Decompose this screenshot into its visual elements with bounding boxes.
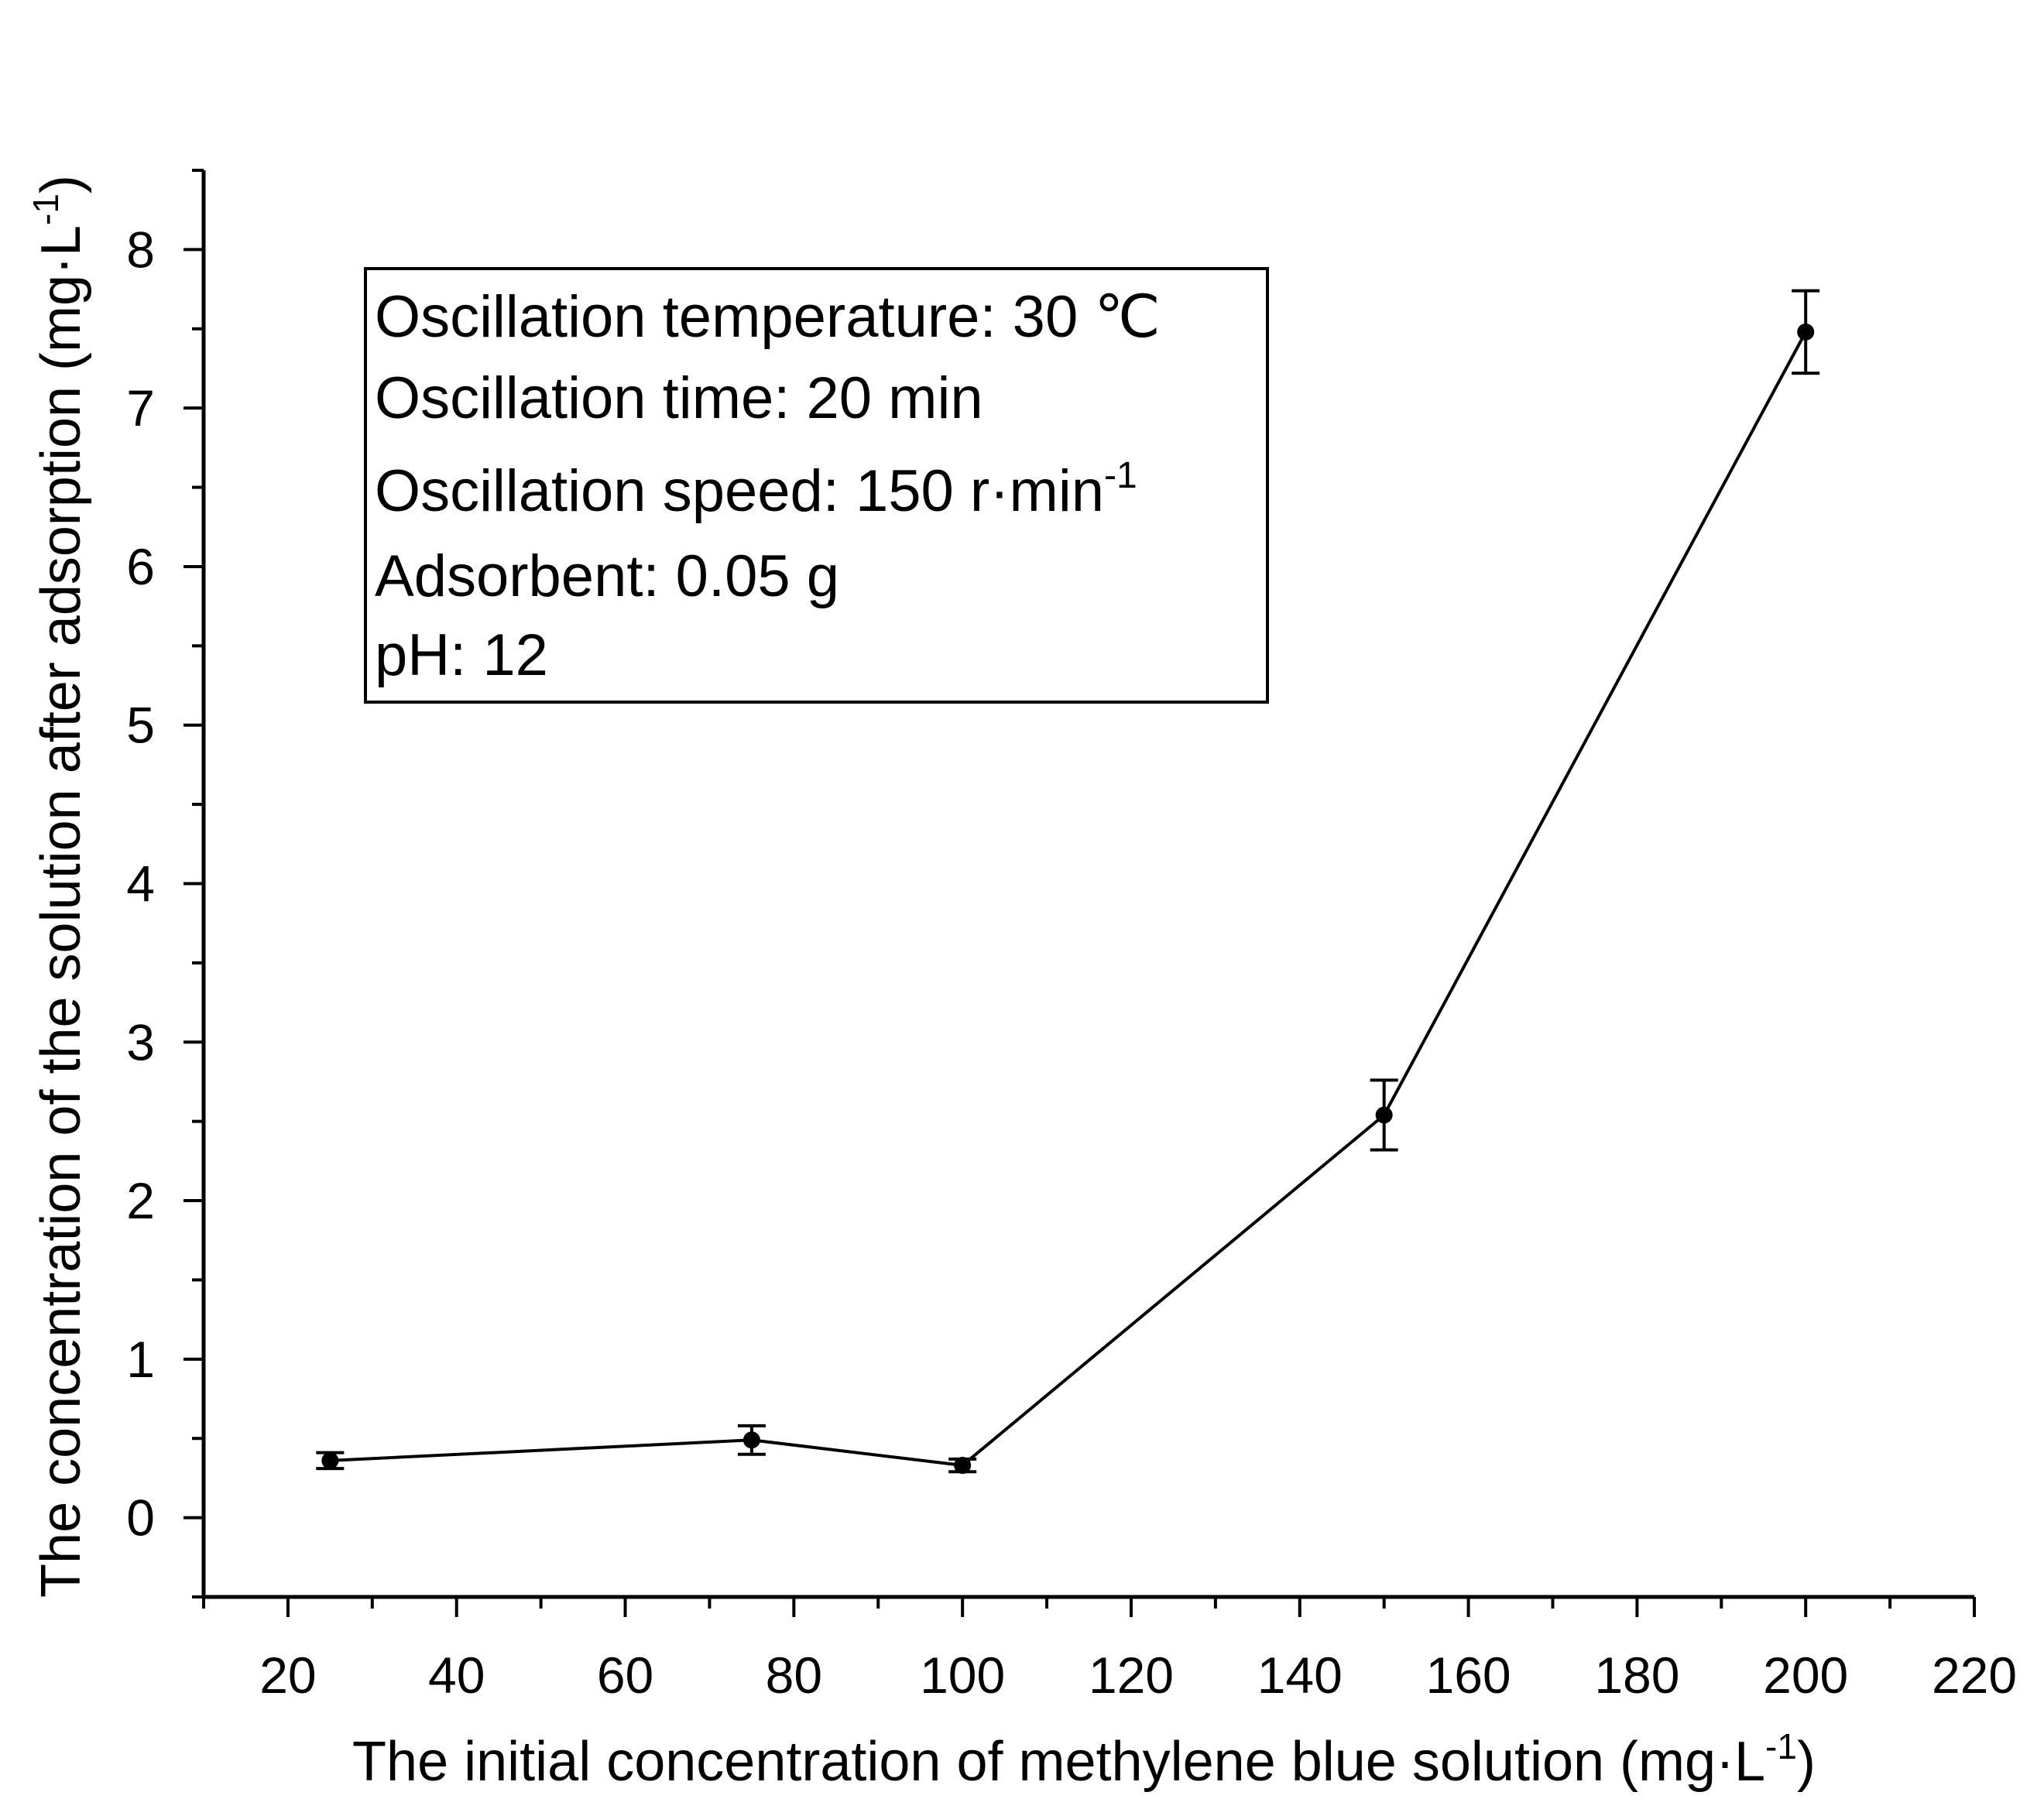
data-point xyxy=(1797,323,1815,341)
x-axis-ticks: 20 40 60 80 100 120 140 160 180 200 220 xyxy=(202,1597,2017,1704)
y-tick-label: 7 xyxy=(126,379,155,437)
x-tick-label: 60 xyxy=(597,1646,653,1704)
annotation-line-temperature: Oscillation temperature: 30 ℃ xyxy=(375,284,1161,350)
condition-annotation-box: Oscillation temperature: 30 ℃ Oscillatio… xyxy=(364,267,1269,704)
annotation-line-speed: Oscillation speed: 150 r·min-1 xyxy=(375,455,1137,524)
y-tick-label: 5 xyxy=(126,697,155,754)
x-tick-label: 20 xyxy=(259,1646,316,1704)
x-tick-label: 140 xyxy=(1257,1646,1343,1704)
data-point xyxy=(1375,1106,1393,1124)
x-tick-label: 220 xyxy=(1932,1646,2017,1704)
annotation-line-ph: pH: 12 xyxy=(375,622,548,688)
y-tick-label: 0 xyxy=(126,1489,155,1547)
annotation-line-time: Oscillation time: 20 min xyxy=(375,365,983,431)
y-tick-label: 2 xyxy=(126,1172,155,1229)
y-axis-ticks: 0 1 2 3 4 5 6 7 8 xyxy=(126,169,204,1598)
y-tick-label: 1 xyxy=(126,1331,155,1388)
annotation-frame xyxy=(364,267,1269,704)
plot-area xyxy=(316,289,1820,1475)
data-point xyxy=(954,1457,972,1475)
x-tick-label: 120 xyxy=(1089,1646,1174,1704)
y-axis-title: The concentration of the solution after … xyxy=(26,175,92,1598)
x-tick-label: 80 xyxy=(766,1646,822,1704)
x-tick-label: 180 xyxy=(1594,1646,1679,1704)
x-tick-label: 160 xyxy=(1426,1646,1511,1704)
y-tick-label: 8 xyxy=(126,221,155,278)
y-tick-label: 3 xyxy=(126,1013,155,1071)
data-point xyxy=(742,1431,760,1449)
annotation-line-adsorbent: Adsorbent: 0.05 g xyxy=(375,543,839,609)
y-tick-label: 6 xyxy=(126,538,155,595)
x-axis-title: The initial concentration of methylene b… xyxy=(352,1726,1816,1793)
data-point xyxy=(321,1451,339,1469)
y-tick-label: 4 xyxy=(126,855,155,913)
x-tick-label: 100 xyxy=(920,1646,1005,1704)
x-tick-label: 200 xyxy=(1763,1646,1848,1704)
x-tick-label: 40 xyxy=(428,1646,485,1704)
